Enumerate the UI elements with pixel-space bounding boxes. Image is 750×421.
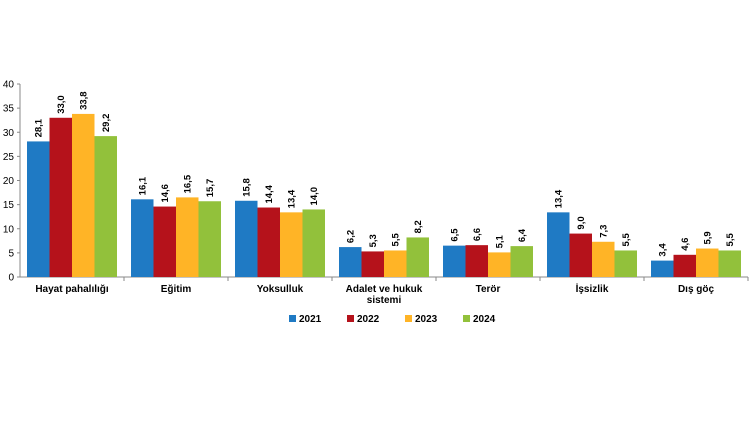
data-label: 5,3	[368, 234, 379, 247]
bar-groups: 28,1 33,0 33,8 29,2 16,1 14,6 16,5 15,7 15,8 14,4…	[27, 91, 749, 281]
bar-2022-1	[153, 206, 176, 277]
y-tick-label: 20	[3, 176, 15, 187]
data-label: 5,9	[703, 231, 714, 244]
bar-2021-1	[131, 199, 154, 277]
bar-2021-6	[651, 260, 674, 277]
category-label: Eğitim	[161, 284, 192, 295]
y-axis-ticks: 0 5 10 15 20 25 30 35 40	[3, 80, 20, 284]
legend-label-2022: 2022	[357, 314, 380, 325]
bar-2022-3	[361, 251, 384, 277]
bar-2023-1	[176, 197, 199, 277]
bar-2021-4	[443, 245, 466, 277]
data-label: 15,7	[205, 179, 216, 198]
category-label: sistemi	[367, 295, 402, 306]
category-label: Dış göç	[678, 284, 715, 295]
y-tick-label: 10	[3, 224, 15, 235]
bar-2024-0	[94, 136, 117, 277]
data-label: 5,5	[391, 233, 402, 247]
y-tick-label: 40	[3, 80, 15, 91]
data-label: 9,0	[576, 216, 587, 229]
category-label: Hayat pahalılığı	[35, 284, 109, 295]
bar-2022-6	[673, 254, 696, 277]
bar-2024-3	[406, 237, 429, 277]
y-tick-label: 0	[8, 273, 14, 284]
legend-swatch-2023	[405, 315, 412, 322]
data-label: 15,8	[242, 178, 253, 197]
bar-2024-6	[718, 250, 741, 277]
data-label: 6,6	[472, 228, 483, 241]
bar-2023-5	[592, 241, 615, 277]
legend: 2021 2022 2023 2024	[289, 314, 496, 325]
bar-2021-3	[339, 247, 362, 277]
bar-2024-2	[302, 209, 325, 277]
bar-2024-1	[198, 201, 221, 277]
data-label: 6,4	[517, 228, 528, 242]
category-label: Terör	[476, 284, 501, 295]
bar-2023-3	[384, 250, 407, 277]
data-label: 13,4	[554, 189, 565, 208]
data-label: 14,4	[264, 184, 275, 203]
y-tick-label: 15	[3, 200, 15, 211]
data-label: 8,2	[413, 220, 424, 233]
bar-2021-2	[235, 200, 258, 277]
bar-2024-5	[614, 250, 637, 277]
bar-2021-0	[27, 141, 50, 277]
legend-label-2023: 2023	[415, 314, 438, 325]
category-label: İşsizlik	[576, 282, 609, 295]
y-tick-label: 30	[3, 128, 15, 139]
data-label: 5,5	[621, 233, 632, 247]
category-labels: Hayat pahalılığı Eğitim Yoksulluk Adalet ve…	[35, 282, 714, 306]
legend-label-2024: 2024	[473, 314, 496, 325]
y-tick-label: 35	[3, 104, 15, 115]
data-label: 6,2	[346, 230, 357, 243]
bar-2022-4	[465, 245, 488, 277]
legend-swatch-2024	[463, 315, 470, 322]
legend-label-2021: 2021	[299, 314, 322, 325]
data-label: 13,4	[287, 189, 298, 208]
bar-2021-5	[547, 212, 570, 277]
data-label: 33,8	[79, 91, 90, 110]
data-label: 28,1	[34, 118, 45, 137]
data-label: 14,0	[309, 187, 320, 206]
data-label: 3,4	[658, 243, 669, 257]
data-label: 16,1	[138, 176, 149, 195]
bar-2023-0	[72, 113, 95, 277]
bar-2022-5	[569, 233, 592, 277]
category-label: Adalet ve hukuk	[346, 284, 423, 295]
bar-2022-2	[257, 207, 280, 277]
data-label: 5,1	[495, 234, 506, 248]
bar-2023-4	[488, 252, 511, 277]
data-label: 14,6	[160, 184, 171, 203]
data-label: 33,0	[56, 95, 67, 114]
bar-2023-2	[280, 212, 303, 277]
data-label: 6,5	[450, 228, 461, 242]
bar-2022-0	[49, 117, 72, 278]
data-label: 5,5	[725, 233, 736, 247]
y-tick-label: 25	[3, 152, 15, 163]
legend-swatch-2022	[347, 315, 354, 322]
y-tick-label: 5	[8, 248, 14, 259]
data-label: 16,5	[183, 174, 194, 193]
data-label: 4,6	[680, 238, 691, 251]
category-label: Yoksulluk	[257, 284, 304, 295]
bar-2023-6	[696, 248, 719, 277]
bar-2024-4	[510, 246, 533, 277]
data-label: 7,3	[599, 225, 610, 238]
data-label: 29,2	[101, 114, 112, 133]
legend-swatch-2021	[289, 315, 296, 322]
